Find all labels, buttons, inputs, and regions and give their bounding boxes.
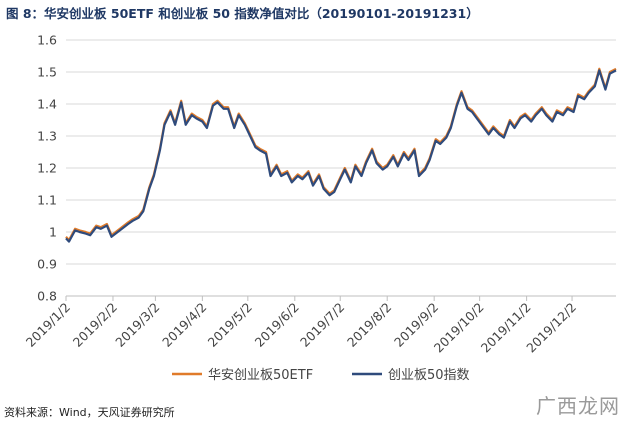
chart-title: 图 8：华安创业板 50ETF 和创业板 50 指数净值对比（20190101-… [6, 6, 479, 21]
x-tick-label: 2019/8/2 [344, 300, 394, 350]
x-tick-label: 2019/3/2 [112, 300, 162, 350]
watermark: 广西龙网 [536, 394, 620, 418]
x-tick-label: 2019/2/2 [70, 300, 120, 350]
x-tick-label: 2019/10/2 [431, 300, 487, 356]
y-tick-label: 1.1 [37, 193, 57, 208]
x-tick-label: 2019/4/2 [159, 300, 209, 350]
series-lines [65, 67, 617, 243]
y-tick-label: 0.9 [37, 257, 57, 272]
legend: 华安创业板50ETF 创业板50指数 [172, 368, 470, 383]
axes: 0.8 0.9 1 1.1 1.2 1.3 1.4 1.5 1.6 2019/1/22019/2/… [23, 33, 616, 356]
source-note: 资料来源：Wind，天风证券研究所 [4, 406, 175, 419]
series-line-index [65, 69, 617, 243]
y-tick-label: 1.4 [37, 97, 57, 112]
y-tick-label: 1.3 [37, 129, 57, 144]
x-tick-label: 2019/6/2 [252, 300, 302, 350]
x-tick-label: 2019/5/2 [205, 300, 255, 350]
y-tick-label: 1.5 [37, 65, 57, 80]
y-tick-label: 0.8 [37, 289, 57, 304]
y-tick-label: 1 [49, 225, 57, 240]
legend-label: 创业板50指数 [388, 368, 470, 383]
y-tick-label: 1.2 [37, 161, 57, 176]
gridlines [66, 39, 616, 265]
y-tick-label: 1.6 [37, 33, 57, 48]
legend-label: 华安创业板50ETF [208, 368, 313, 383]
x-tick-label: 2019/12/2 [523, 300, 579, 356]
x-tick-label: 2019/1/2 [23, 300, 73, 350]
x-tick-label: 2019/7/2 [297, 300, 347, 350]
series-line-etf [65, 67, 617, 242]
